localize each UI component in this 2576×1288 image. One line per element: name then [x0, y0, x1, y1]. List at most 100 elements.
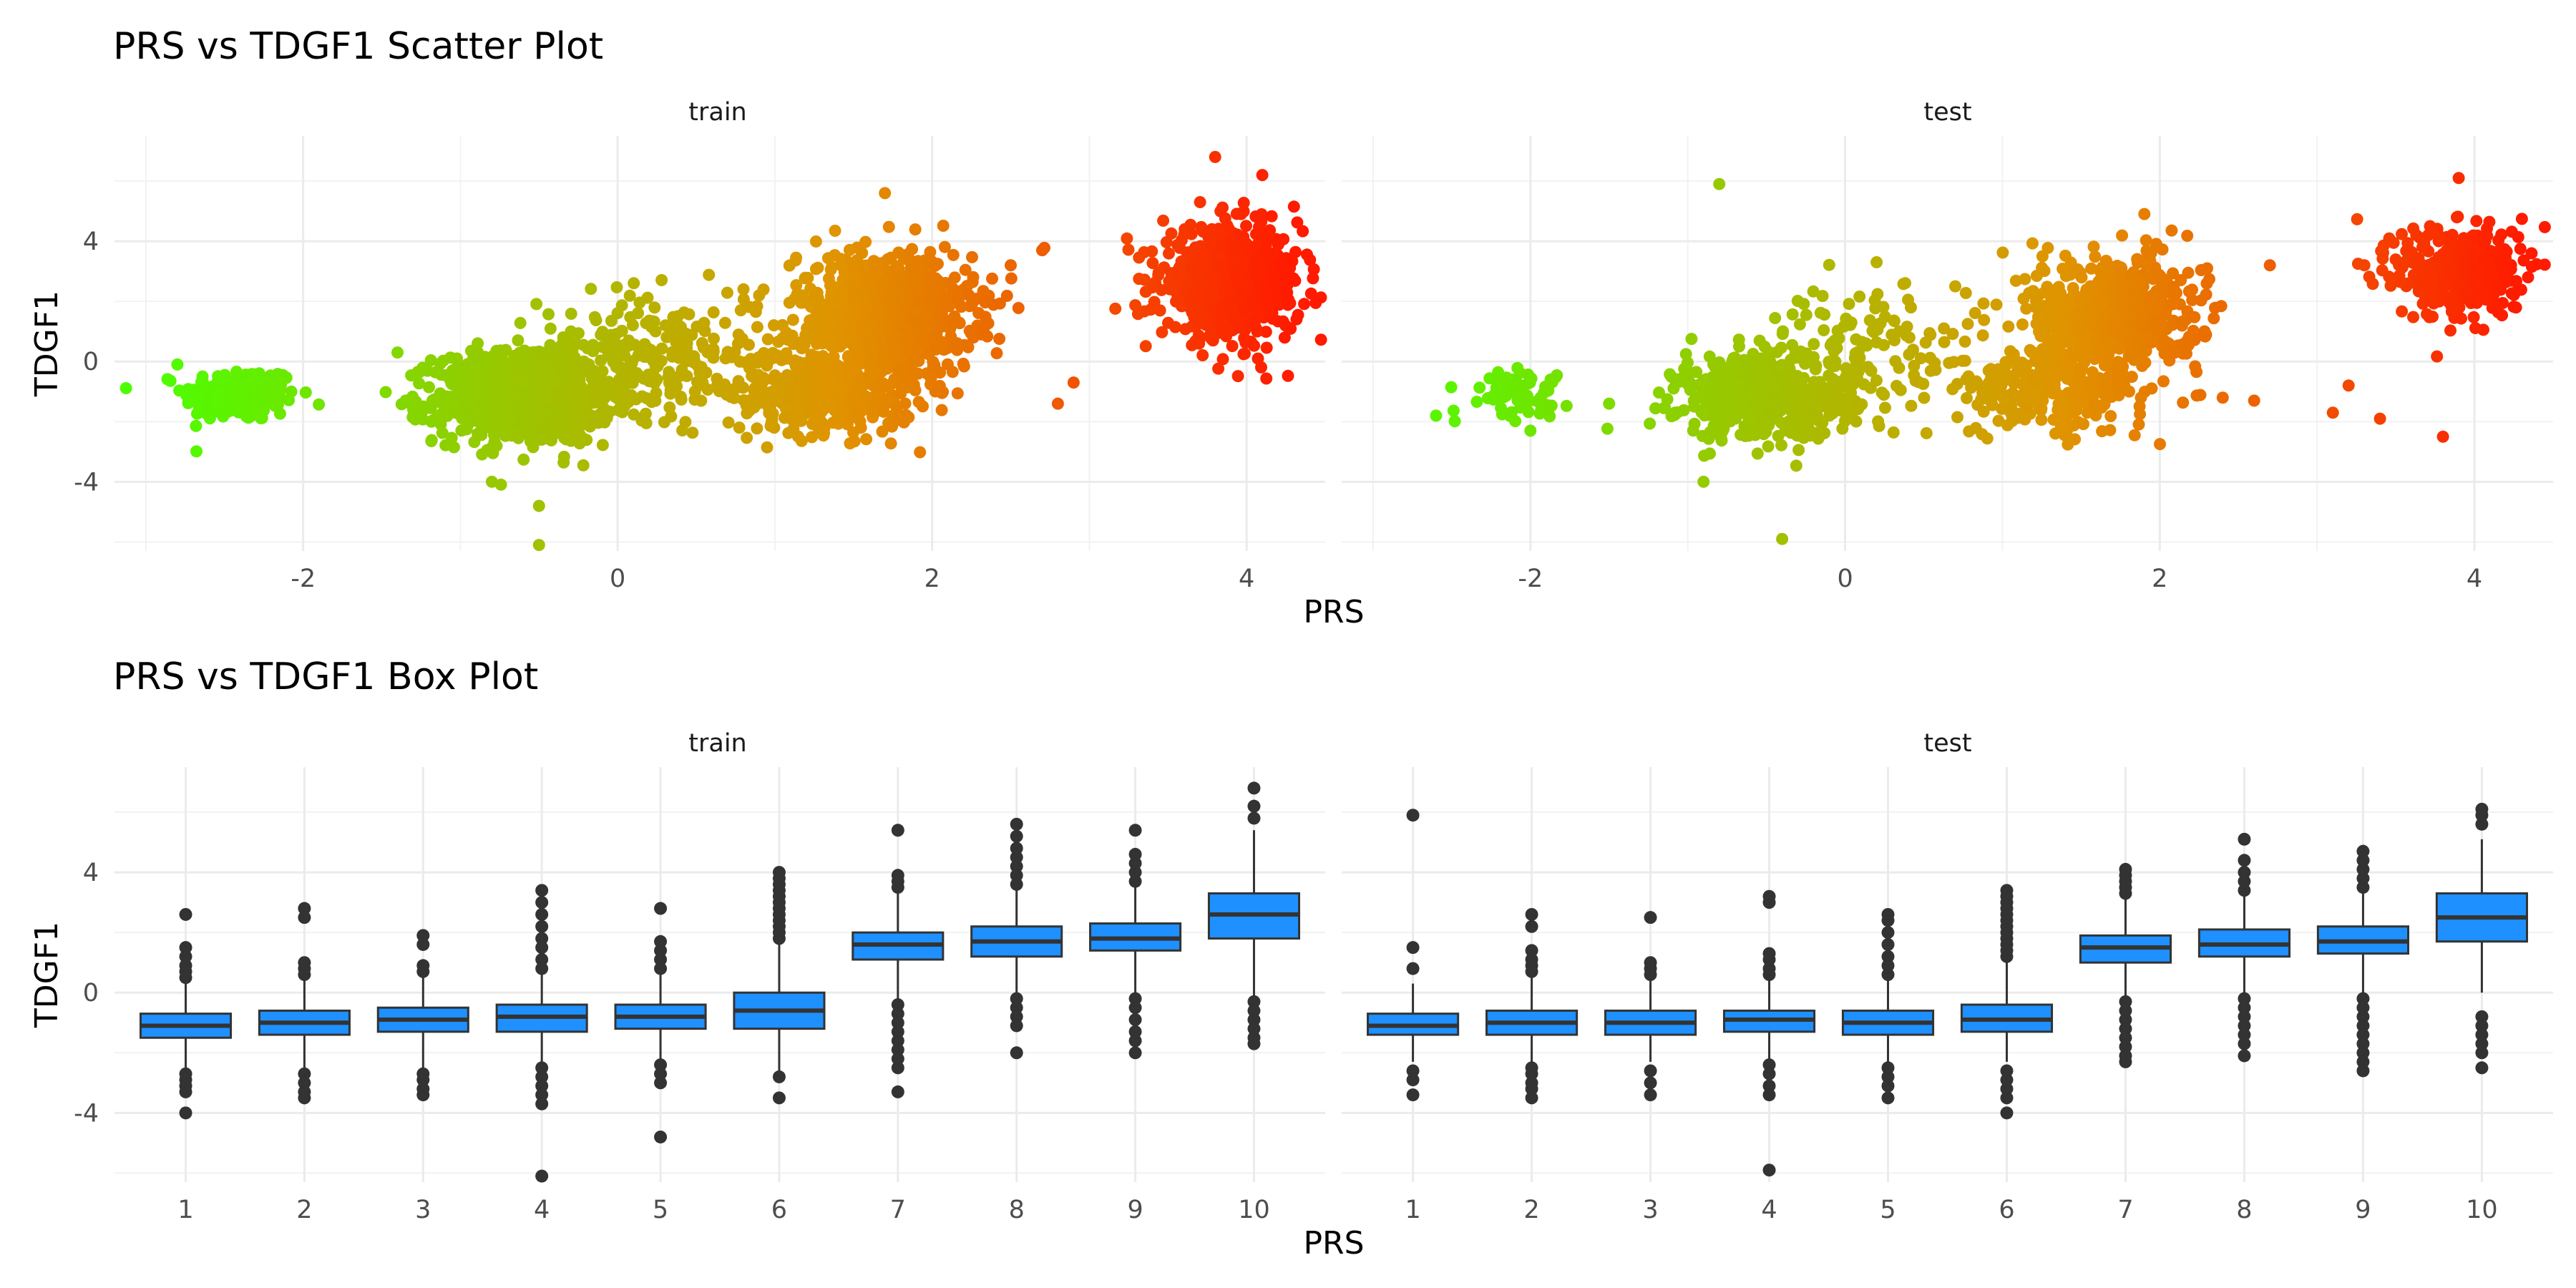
data-point — [2112, 389, 2125, 401]
data-point — [761, 333, 774, 346]
data-point — [2140, 258, 2152, 270]
data-point — [811, 261, 824, 274]
data-point — [2016, 318, 2029, 331]
data-point — [2194, 389, 2207, 401]
data-point — [1887, 426, 1900, 439]
data-point — [751, 321, 763, 333]
data-point — [1792, 444, 1805, 457]
data-point — [748, 401, 761, 414]
data-point — [1284, 322, 1297, 335]
data-point — [2043, 382, 2056, 395]
data-point — [1221, 324, 1234, 337]
data-point — [882, 323, 894, 336]
data-point — [1012, 302, 1025, 314]
data-point — [436, 426, 449, 439]
data-point — [254, 383, 267, 395]
data-point — [977, 285, 990, 298]
data-point — [1791, 295, 1804, 307]
data-point — [248, 391, 260, 404]
data-point — [826, 386, 839, 399]
data-point — [1850, 333, 1863, 346]
data-point — [1133, 273, 1146, 286]
data-point — [866, 409, 879, 421]
data-point — [568, 419, 581, 431]
data-point — [1538, 386, 1551, 399]
data-point — [1802, 423, 1815, 436]
data-point — [2104, 410, 2117, 422]
data-point — [1742, 414, 1755, 426]
data-point — [1747, 427, 1760, 440]
data-point — [1284, 274, 1297, 287]
data-point — [2087, 240, 2100, 253]
data-point — [1830, 342, 1843, 354]
data-point — [1260, 341, 1273, 354]
data-point — [2175, 316, 2187, 328]
data-point — [737, 381, 750, 394]
data-point — [2026, 395, 2039, 408]
data-point — [623, 334, 635, 347]
data-point — [860, 433, 873, 446]
data-point — [1969, 421, 1982, 434]
data-point — [764, 419, 777, 432]
scatter-facet-test: test -2 0 2 4 — [1342, 98, 2553, 593]
data-point — [2133, 316, 2146, 328]
data-point — [2170, 286, 2182, 299]
data-point — [718, 316, 731, 329]
data-point — [2132, 296, 2145, 308]
data-point — [512, 334, 525, 347]
data-point — [424, 354, 437, 366]
data-point — [853, 406, 866, 419]
data-point — [597, 401, 610, 414]
data-point — [1816, 416, 1829, 429]
data-point — [967, 270, 980, 283]
data-point — [1672, 406, 1684, 419]
data-point — [937, 220, 950, 232]
data-point — [2088, 389, 2101, 401]
data-point — [979, 296, 992, 309]
data-point — [920, 321, 933, 334]
data-point — [1923, 351, 1936, 364]
data-point — [643, 375, 655, 388]
data-point — [831, 363, 844, 376]
data-point — [722, 416, 735, 429]
data-point — [1775, 361, 1788, 374]
data-point — [2077, 291, 2090, 303]
data-point — [1840, 411, 1853, 424]
data-point — [2038, 265, 2051, 278]
data-point — [870, 388, 883, 401]
data-point — [1192, 270, 1205, 283]
data-point — [1946, 383, 1959, 396]
data-point — [1473, 381, 1486, 394]
data-point — [1833, 376, 1846, 389]
data-point — [2215, 300, 2228, 313]
data-point — [824, 295, 837, 308]
data-point — [1129, 299, 1142, 312]
data-point — [906, 356, 919, 369]
data-point — [512, 431, 525, 444]
data-point — [1753, 334, 1766, 347]
data-point — [788, 356, 801, 369]
data-point — [580, 434, 593, 447]
data-point — [264, 369, 277, 382]
data-point — [728, 346, 741, 358]
data-point — [1961, 318, 1974, 331]
data-point — [1786, 308, 1799, 321]
data-point — [517, 453, 530, 466]
data-point — [530, 298, 543, 311]
data-point — [1248, 317, 1261, 330]
data-point — [718, 378, 731, 391]
data-point — [2109, 311, 2122, 324]
data-point — [1255, 208, 1268, 220]
data-point — [1838, 320, 1850, 333]
data-point — [1843, 298, 1855, 311]
data-point — [164, 374, 177, 387]
data-point — [455, 424, 468, 437]
data-point — [680, 355, 693, 368]
data-point — [1560, 399, 1573, 412]
data-point — [1878, 338, 1890, 351]
data-point — [811, 286, 824, 299]
data-point — [882, 380, 894, 393]
data-point — [906, 243, 919, 255]
data-point — [832, 308, 845, 320]
data-point — [864, 364, 877, 376]
